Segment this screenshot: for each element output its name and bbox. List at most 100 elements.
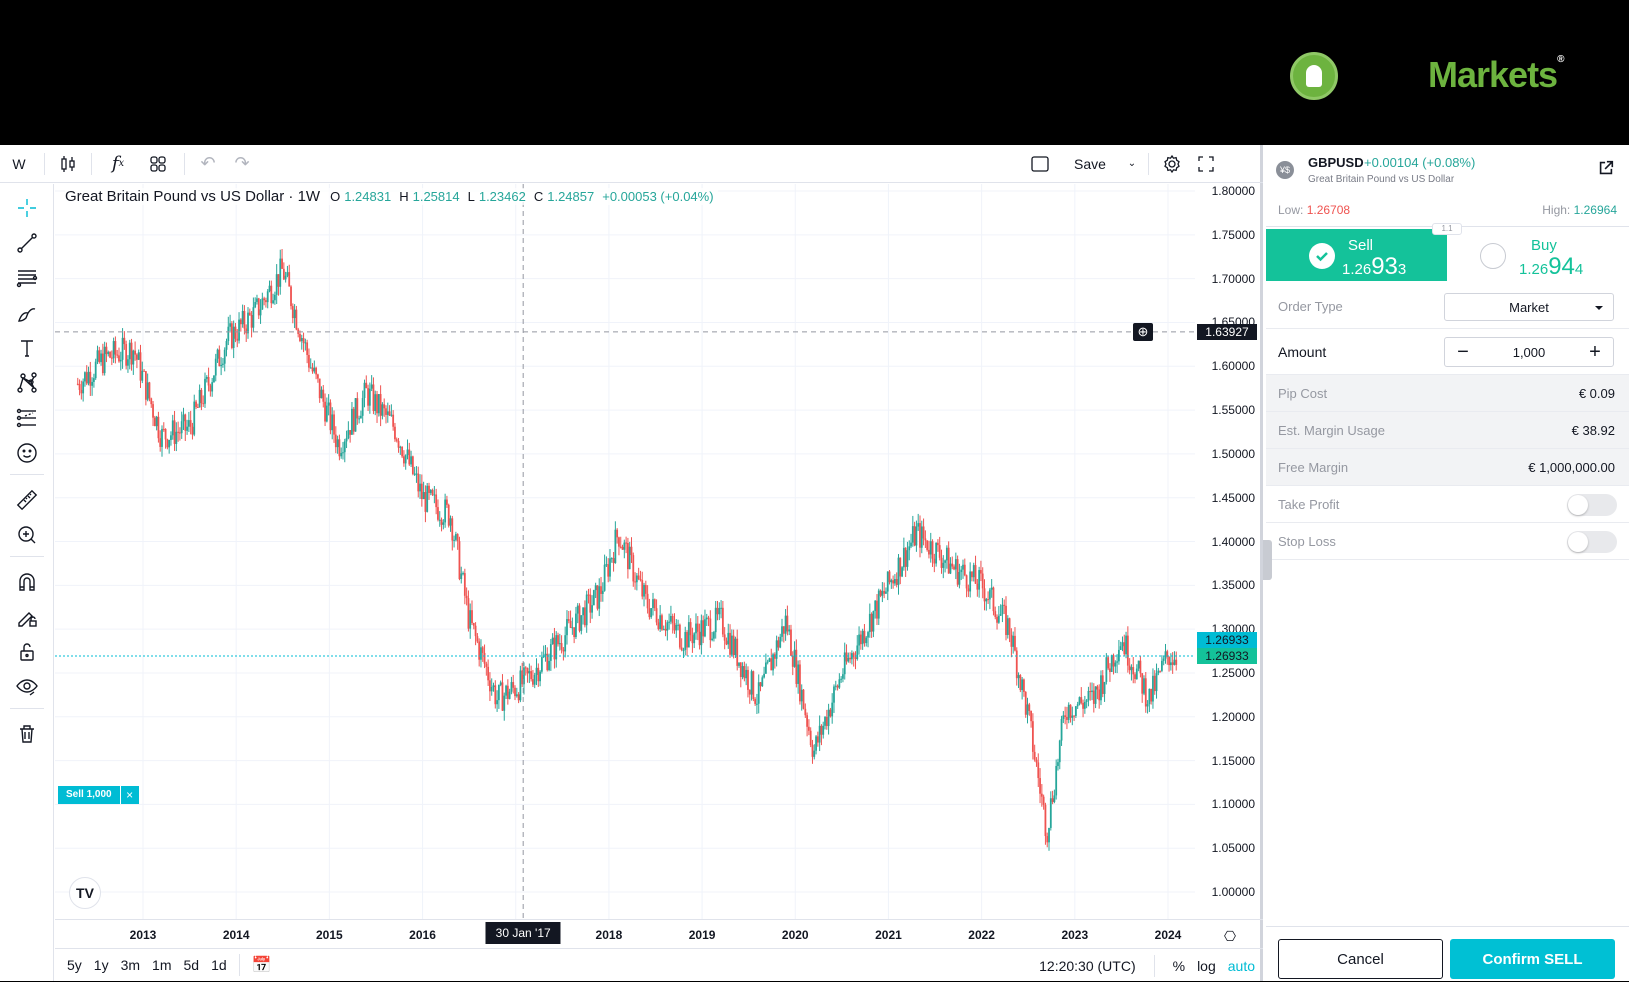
low-label: Low:: [1278, 203, 1307, 217]
lock-drawing-pencil-icon[interactable]: [13, 603, 41, 631]
price-axis[interactable]: 1.80000 1.75000 1.70000 1.65000 1.60000 1.550…: [1133, 184, 1263, 919]
price-axis-label: 1.80000: [1211, 184, 1255, 198]
save-button[interactable]: Save: [1074, 155, 1106, 172]
price-axis-label: 1.55000: [1211, 403, 1255, 418]
pattern-tool-icon[interactable]: [13, 369, 41, 397]
confirm-sell-button[interactable]: Confirm SELL: [1450, 939, 1615, 979]
add-alert-plus-icon[interactable]: ⊕: [1133, 322, 1153, 341]
divider: [1153, 954, 1155, 977]
change-value: +0.00053 (+0.04%): [602, 189, 714, 204]
stop-loss-toggle[interactable]: [1567, 531, 1617, 553]
range-1y[interactable]: 1y: [93, 957, 109, 973]
margin-value: € 38.92: [1571, 423, 1615, 438]
spread-badge: 1.1: [1432, 223, 1462, 235]
order-type-value: Market: [1509, 299, 1549, 315]
go-to-date-calendar-icon[interactable]: 📅: [251, 957, 272, 974]
time-axis[interactable]: ⎔ 2013 2014 2015 2016 2018 2019 2020 2021 2022 20…: [55, 919, 1263, 947]
forecast-tool-icon[interactable]: [13, 404, 41, 432]
order-type-select[interactable]: Market: [1444, 293, 1614, 321]
close-order-icon[interactable]: ×: [120, 786, 139, 804]
fib-retracement-icon[interactable]: [13, 264, 41, 292]
layout-grid-icon[interactable]: [138, 145, 178, 183]
free-margin-label: Free Margin: [1278, 460, 1349, 475]
magnet-icon[interactable]: [13, 568, 41, 596]
time-axis-label: 2015: [316, 928, 343, 942]
panel-collapse-handle[interactable]: [1263, 540, 1272, 580]
log-scale-toggle[interactable]: log: [1197, 957, 1216, 974]
low-high-range: Low: 1.26708 High: 1.26964: [1278, 203, 1617, 217]
unlock-icon[interactable]: [13, 638, 41, 666]
pip-cost-row: Pip Cost € 0.09: [1266, 375, 1629, 412]
plus-icon[interactable]: +: [1589, 340, 1601, 363]
price-axis-label: 1.70000: [1211, 271, 1255, 286]
margin-row: Est. Margin Usage € 38.92: [1266, 412, 1629, 449]
free-margin-row: Free Margin € 1,000,000.00: [1266, 449, 1629, 486]
utc-clock[interactable]: 12:20:30 (UTC): [1039, 957, 1136, 974]
take-profit-toggle[interactable]: [1567, 494, 1617, 516]
interval-button[interactable]: W: [12, 155, 26, 172]
minus-icon[interactable]: −: [1457, 340, 1469, 363]
order-type-row: Order Type Market: [1266, 285, 1629, 329]
axis-settings-icon[interactable]: ⎔: [1223, 928, 1237, 944]
brush-icon[interactable]: [13, 299, 41, 327]
ruler-measure-icon[interactable]: [13, 486, 41, 514]
buy-price: 1.26944: [1519, 253, 1584, 280]
pip-cost-label: Pip Cost: [1278, 386, 1328, 401]
text-tool-icon[interactable]: [13, 334, 41, 362]
price-axis-label: 1.25000: [1211, 665, 1255, 680]
save-dropdown-chevron-icon[interactable]: ⌄: [1127, 158, 1137, 169]
range-5y[interactable]: 5y: [67, 957, 82, 973]
external-link-icon[interactable]: [1597, 159, 1615, 177]
margin-label: Est. Margin Usage: [1278, 423, 1385, 438]
sell-order-line-tag[interactable]: Sell 1,000 ×: [58, 786, 139, 804]
range-3m[interactable]: 3m: [120, 957, 141, 973]
close-key: C: [533, 189, 544, 204]
buy-label: Buy: [1531, 237, 1557, 254]
range-1m[interactable]: 1m: [152, 957, 172, 973]
candlestick-chart-type-icon[interactable]: [51, 145, 85, 183]
crosshair-icon[interactable]: [13, 194, 41, 222]
close-value: 1.24857: [547, 189, 595, 204]
candlestick-chart[interactable]: [55, 184, 1195, 919]
undo-icon[interactable]: ↶: [200, 153, 216, 173]
fullscreen-icon[interactable]: [1189, 145, 1223, 183]
amount-input[interactable]: 1,000: [1512, 344, 1546, 360]
price-axis-label: 1.40000: [1211, 534, 1255, 549]
cancel-button[interactable]: Cancel: [1278, 939, 1443, 979]
brand-logo: Markets®: [1290, 52, 1565, 100]
time-axis-label: 2014: [222, 928, 250, 942]
dropdown-caret-icon: [1595, 306, 1603, 310]
divider: [10, 556, 44, 557]
price-axis-label: 1.50000: [1211, 446, 1255, 461]
settings-gear-icon[interactable]: [1155, 145, 1189, 183]
order-price-tag: 1.26933: [1197, 647, 1257, 664]
low-value: 1.23462: [478, 189, 526, 204]
drawing-toolbar: [0, 184, 54, 981]
fullscreen-layout-square-icon[interactable]: [1022, 145, 1058, 183]
time-axis-label: 2021: [875, 928, 902, 942]
tradingview-logo[interactable]: TV: [69, 877, 101, 909]
percent-scale-toggle[interactable]: %: [1172, 957, 1186, 974]
redo-icon[interactable]: ↷: [234, 153, 250, 173]
symbol-description: Great Britain Pound vs US Dollar: [1308, 174, 1455, 185]
emoji-sticker-icon[interactable]: [13, 439, 41, 467]
amount-label: Amount: [1278, 344, 1327, 360]
zoom-in-icon[interactable]: [13, 521, 41, 549]
trash-icon[interactable]: [13, 720, 41, 748]
auto-scale-toggle[interactable]: auto: [1227, 957, 1255, 974]
buy-side-button[interactable]: Buy 1.26944: [1447, 229, 1629, 281]
range-1d[interactable]: 1d: [211, 957, 227, 973]
range-5d[interactable]: 5d: [183, 957, 200, 973]
sell-label: Sell: [1348, 237, 1374, 254]
hide-eye-icon[interactable]: [13, 673, 41, 701]
brand-header: Markets®: [0, 0, 1629, 145]
stop-loss-row: Stop Loss: [1266, 523, 1629, 560]
trend-line-icon[interactable]: [13, 229, 41, 257]
price-axis-label: 1.75000: [1211, 227, 1255, 242]
sell-side-button[interactable]: Sell 1.26933: [1266, 229, 1447, 281]
amount-stepper: − 1,000 +: [1444, 337, 1614, 367]
price-axis-label: 1.20000: [1211, 709, 1255, 724]
divider: [91, 152, 92, 175]
